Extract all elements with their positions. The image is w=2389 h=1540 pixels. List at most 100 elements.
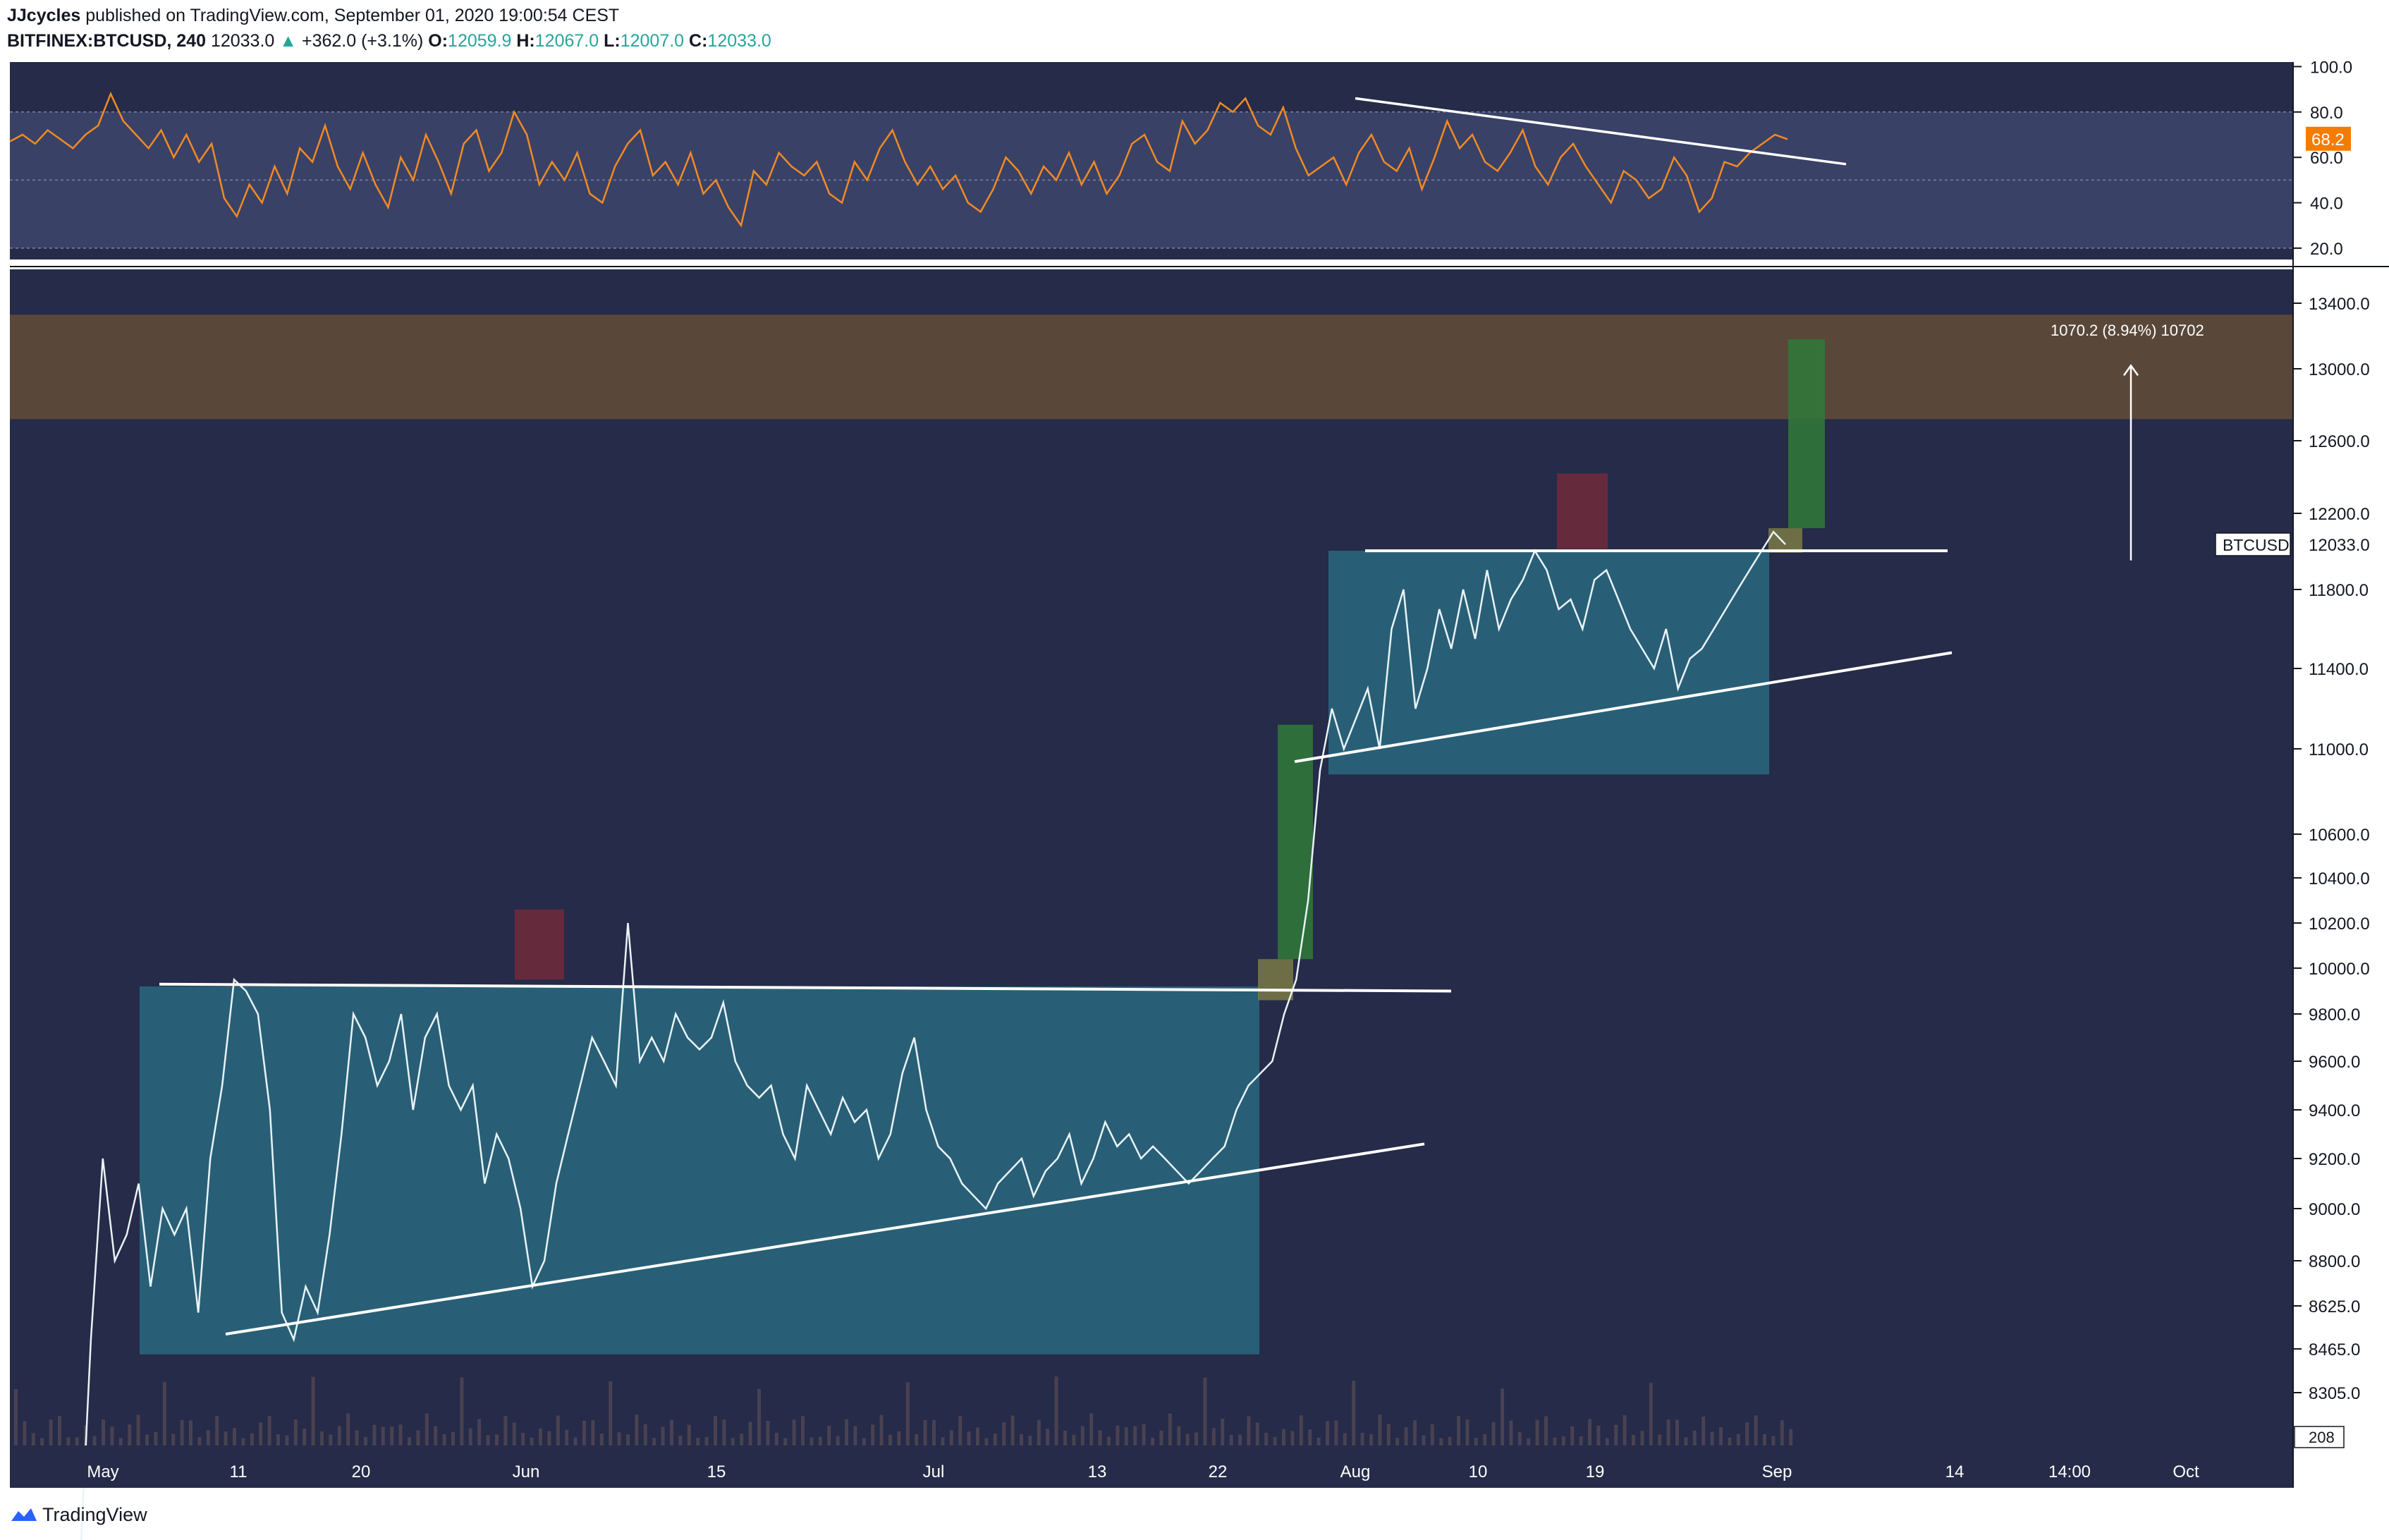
volume-bar — [836, 1436, 840, 1446]
volume-bar — [503, 1416, 508, 1446]
volume-bar — [1247, 1416, 1251, 1446]
volume-bar — [1028, 1436, 1032, 1446]
last-price-symbol-badge — [2215, 532, 2291, 556]
volume-bar — [1605, 1438, 1609, 1446]
volume-bar — [845, 1419, 848, 1446]
rejection-box-2 — [1557, 473, 1608, 549]
chart-header: JJcycles published on TradingView.com, S… — [7, 3, 2334, 54]
volume-bar — [1553, 1437, 1557, 1446]
time-tick-label: May — [87, 1462, 118, 1481]
time-tick-label: 14 — [1945, 1462, 1965, 1481]
volume-bar — [1238, 1434, 1242, 1446]
volume-bar — [416, 1430, 420, 1446]
tradingview-logo[interactable]: TradingView — [8, 1499, 147, 1530]
volume-bar — [102, 1419, 105, 1446]
volume-bar — [652, 1438, 656, 1446]
volume-bar — [1728, 1437, 1732, 1446]
time-tick-label: 22 — [1209, 1462, 1228, 1481]
volume-bar — [241, 1438, 245, 1446]
volume-bar — [1080, 1426, 1084, 1446]
volume-bar — [477, 1419, 482, 1446]
price-line — [80, 530, 1786, 1540]
volume-bar — [643, 1424, 647, 1446]
volume-bar — [1588, 1419, 1591, 1446]
volume-bar — [1168, 1413, 1172, 1446]
volume-bar — [118, 1438, 123, 1446]
resistance-trendline-1 — [159, 982, 1452, 993]
time-tick-label: 19 — [1586, 1462, 1605, 1481]
high-value: 12067.0 — [534, 31, 599, 51]
volume-bar — [1535, 1419, 1539, 1446]
resistance-zone — [10, 314, 2293, 420]
volume-bar — [1229, 1434, 1233, 1446]
measure-label: 1070.2 (8.94%) 10702 — [2051, 322, 2204, 339]
volume-bar — [1465, 1419, 1470, 1446]
volume-bar — [573, 1437, 578, 1446]
volume-bar — [949, 1430, 953, 1446]
time-tick-label: 13 — [1088, 1462, 1107, 1481]
time-tick-label: 11 — [230, 1462, 248, 1481]
volume-bar — [408, 1437, 411, 1446]
volume-bar — [1745, 1422, 1749, 1446]
up-arrow-icon: ▲ — [279, 31, 298, 51]
volume-bar — [1089, 1413, 1094, 1446]
volume-bar — [1395, 1437, 1400, 1446]
time-tick-label: Sep — [1762, 1462, 1792, 1481]
time-tick-label: Aug — [1340, 1462, 1371, 1481]
rsi-trendline — [1355, 97, 1847, 166]
volume-bar — [1763, 1434, 1766, 1446]
author-name[interactable]: JJcycles — [7, 6, 81, 25]
volume-bar — [31, 1433, 35, 1446]
volume-bar — [1491, 1422, 1496, 1446]
volume-bar — [1098, 1430, 1102, 1446]
time-axis-background — [10, 1446, 2293, 1488]
volume-bar — [1063, 1431, 1067, 1446]
volume-bar — [451, 1431, 455, 1446]
price-tick-label: 12200.0 — [2309, 505, 2370, 524]
volume-bar — [1430, 1424, 1434, 1446]
volume-bar — [293, 1419, 298, 1446]
volume-bar — [1710, 1431, 1714, 1446]
price-tick-label: 10200.0 — [2309, 915, 2370, 934]
volume-bar — [958, 1416, 963, 1446]
rsi-tick-label: 80.0 — [2310, 104, 2343, 123]
volume-bar — [1474, 1438, 1478, 1446]
publish-info: JJcycles published on TradingView.com, S… — [7, 3, 2334, 28]
volume-bar — [434, 1426, 438, 1446]
volume-bar — [696, 1438, 700, 1446]
time-tick-label: 14:00 — [2048, 1462, 2091, 1481]
volume-bar — [398, 1424, 403, 1446]
volume-bar — [565, 1429, 569, 1446]
volume-bar — [311, 1376, 315, 1446]
price-change: +362.0 (+3.1%) — [301, 31, 424, 51]
volume-bar — [303, 1428, 307, 1446]
volume-bar — [1142, 1424, 1146, 1446]
price-tick-label: 8465.0 — [2309, 1340, 2360, 1359]
price-tick-label: 12600.0 — [2309, 432, 2370, 451]
publish-text: published on TradingView.com, September … — [85, 6, 620, 25]
time-tick-label: 20 — [352, 1462, 371, 1481]
volume-bar — [879, 1414, 884, 1446]
volume-bar — [1422, 1435, 1426, 1446]
last-price: 12033.0 — [210, 31, 275, 51]
price-tick-label: 10600.0 — [2309, 826, 2370, 845]
volume-bar — [783, 1438, 788, 1446]
volume-bar — [1666, 1419, 1670, 1446]
volume-bar — [932, 1419, 936, 1446]
rsi-value-badge — [2306, 126, 2351, 151]
volume-bar — [941, 1437, 945, 1446]
volume-badge — [2294, 1426, 2345, 1448]
volume-bar — [267, 1415, 271, 1446]
volume-bar — [748, 1422, 752, 1446]
volume-bar — [1020, 1434, 1023, 1446]
volume-bar — [1457, 1416, 1460, 1446]
volume-bar — [320, 1431, 324, 1446]
volume-bar — [923, 1419, 927, 1446]
volume-bar — [355, 1430, 359, 1446]
time-tick-label: 15 — [707, 1462, 726, 1481]
volume-bar — [897, 1431, 901, 1446]
volume-bar — [381, 1426, 385, 1446]
volume-bar — [14, 1389, 18, 1446]
symbol-label[interactable]: BITFINEX:BTCUSD, 240 — [7, 31, 206, 51]
